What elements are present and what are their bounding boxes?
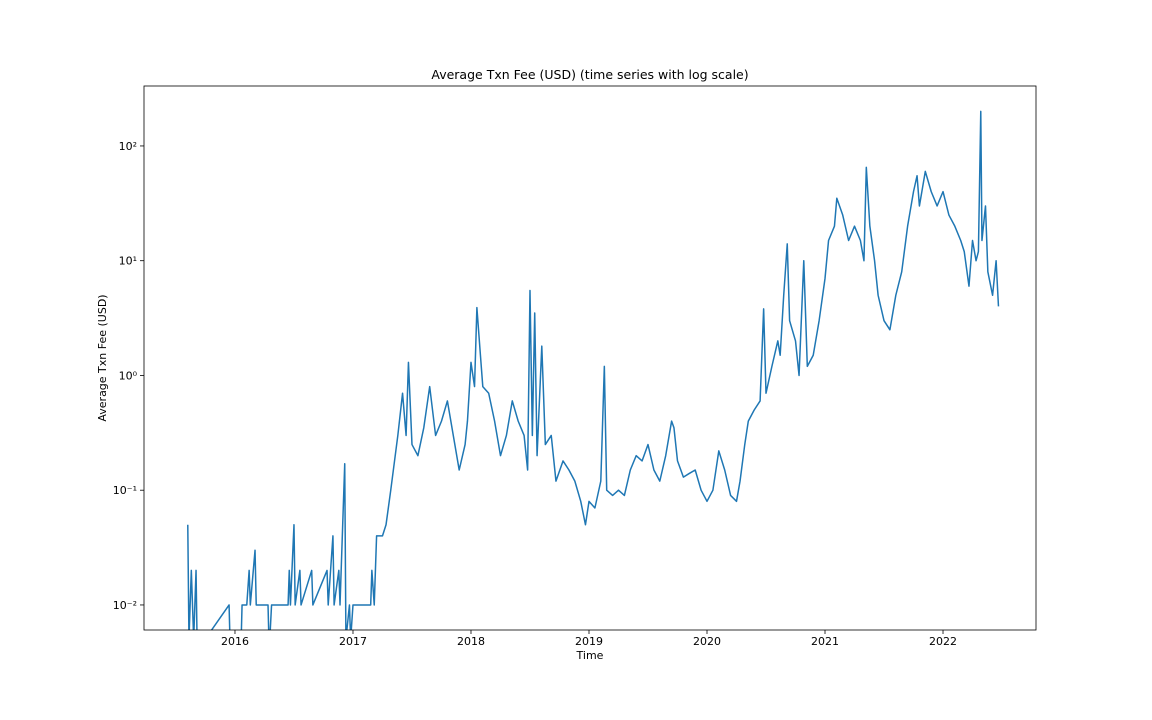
y-axis-label: Average Txn Fee (USD)	[96, 294, 109, 421]
x-tick-label: 2018	[457, 635, 485, 648]
x-tick-label: 2019	[575, 635, 603, 648]
axes-frame	[143, 85, 1037, 631]
chart-title: Average Txn Fee (USD) (time series with …	[431, 67, 748, 82]
data-line	[187, 110, 1000, 630]
x-tick-label: 2020	[693, 635, 721, 648]
x-tick-label: 2017	[339, 635, 367, 648]
y-tick-label: 10⁰	[119, 369, 138, 382]
plot-area	[187, 110, 1000, 630]
y-tick-label: 10²	[119, 140, 137, 153]
y-tick-label: 10⁻¹	[113, 484, 137, 497]
x-axis-label: Time	[576, 649, 604, 662]
x-tick-label: 2021	[811, 635, 839, 648]
x-tick-label: 2016	[221, 635, 249, 648]
y-tick-label: 10⁻²	[113, 599, 137, 612]
y-tick-label: 10¹	[119, 255, 137, 268]
x-tick-label: 2022	[929, 635, 957, 648]
